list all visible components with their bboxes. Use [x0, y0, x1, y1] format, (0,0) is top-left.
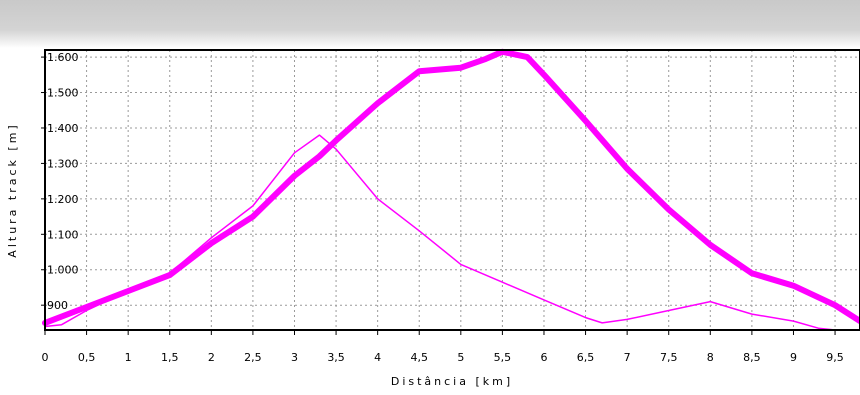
x-tick-label: 1: [125, 351, 132, 364]
x-tick-label: 7,5: [660, 351, 678, 364]
grid: [44, 50, 860, 330]
x-tick-label: 3: [291, 351, 298, 364]
x-tick-label: 0: [42, 351, 49, 364]
x-tick-label: 4: [374, 351, 381, 364]
x-tick-label: 0,5: [78, 351, 96, 364]
x-tick-label: 9: [790, 351, 797, 364]
series-line-1: [42, 48, 860, 326]
x-tick-label: 6: [540, 351, 547, 364]
y-tick-label: 1.400: [47, 122, 79, 135]
y-tick-label: 1.300: [47, 157, 79, 170]
y-tick-label: 900: [47, 299, 68, 312]
y-tick-label: 1.200: [47, 193, 79, 206]
x-tick-label: 5: [457, 351, 464, 364]
x-tick-label: 8,5: [743, 351, 761, 364]
series-lines: [42, 48, 860, 331]
x-tick-label: 2: [208, 351, 215, 364]
x-tick-label: 4,5: [410, 351, 428, 364]
x-tick-label: 9,5: [826, 351, 844, 364]
x-tick-label: 8: [707, 351, 714, 364]
y-tick-label: 1.000: [47, 264, 79, 277]
x-tick-label: 2,5: [244, 351, 262, 364]
y-tick-label: 1.100: [47, 228, 79, 241]
x-axis-title: Distância [km]: [391, 375, 513, 388]
y-axis-title: Altura track [m]: [6, 122, 19, 257]
x-tick-label: 3,5: [327, 351, 345, 364]
plot-frame: [44, 49, 860, 331]
x-tick-labels: 0 0,5 1 1,5 2 2,5 3 3,5 4 4,5 5 5,5 6 6,5 7 7,5 8 8,5 9 9,5: [42, 330, 844, 364]
x-tick-label: 6,5: [577, 351, 595, 364]
y-tick-labels: 900 1.000 1.100 1.200 1.300 1.400 1.500 1.600: [41, 51, 79, 312]
x-tick-label: 1,5: [161, 351, 179, 364]
x-tick-label: 5,5: [494, 351, 512, 364]
x-tick-label: 7: [624, 351, 631, 364]
y-tick-label: 1.600: [47, 51, 79, 64]
y-tick-label: 1.500: [47, 87, 79, 100]
series-line-2: [44, 134, 836, 331]
